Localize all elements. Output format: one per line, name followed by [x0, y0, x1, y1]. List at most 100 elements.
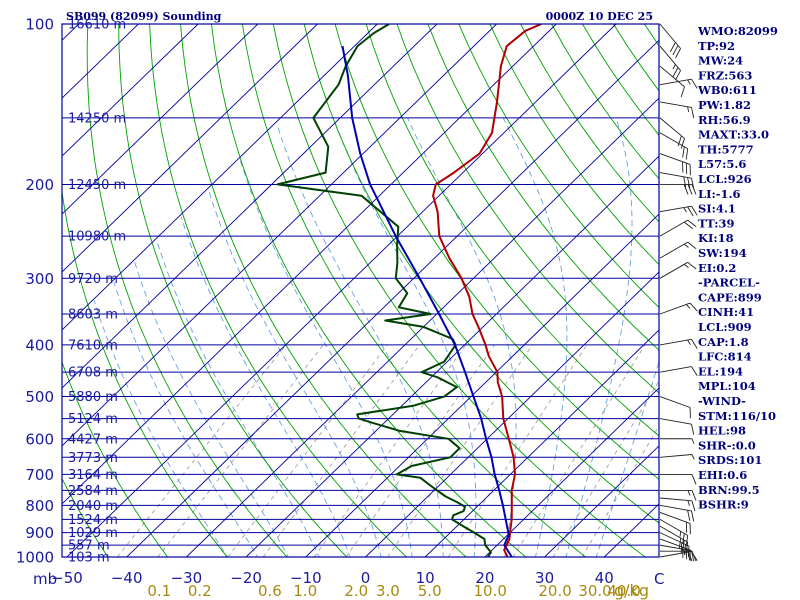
mixing-ratio-tick-label: 2.0: [344, 582, 368, 600]
isotherm-line: [62, 24, 259, 215]
temperature-profile-line: [432, 24, 542, 557]
isotherm-line: [186, 97, 659, 557]
index-value: BRN:99.5: [698, 483, 760, 497]
pressure-tick-label: 900: [25, 524, 54, 542]
pressure-tick-label: 500: [25, 388, 54, 406]
height-label: 103 m: [68, 551, 110, 566]
index-value: STM:116/10: [698, 409, 776, 423]
temperature-tick-label: 10: [416, 569, 435, 587]
mixing-ratio-tick-label: 30.0: [578, 582, 611, 600]
wind-barb: [659, 532, 690, 557]
wind-barb: [660, 489, 697, 501]
pressure-tick-label: 300: [25, 270, 54, 288]
height-label: 8603 m: [68, 308, 118, 323]
mixing-ratio-axis: 0.1 0.2 0.6 1.0 2.0 3.0 5.0 10.0 20.0 30.040.0: [147, 582, 640, 600]
wind-barb: [659, 497, 696, 512]
wind-barb: [660, 183, 697, 195]
isotherm-line: [484, 387, 659, 557]
index-value: EI:0.2: [698, 261, 736, 275]
temperature-tick-label: −10: [290, 569, 322, 587]
height-label: 2040 m: [68, 499, 118, 514]
wind-barb: [659, 338, 698, 349]
temperature-tick-label: 20: [475, 569, 494, 587]
temperature-tick-label: 40: [595, 569, 614, 587]
dry-adiabat-line: [62, 360, 169, 557]
pressure-tick-label: 700: [25, 466, 54, 484]
dry-adiabat-line: [458, 24, 659, 309]
index-value: MAXT:33.0: [698, 128, 769, 142]
height-label: 5880 m: [68, 390, 118, 405]
pressure-axis: 100 200 300 400 500 600 700 800 900 1000: [16, 16, 54, 567]
wind-barb: [659, 117, 685, 149]
height-label: 1524 m: [68, 513, 118, 528]
height-label: 7610 m: [68, 338, 118, 353]
height-label: 10980 m: [68, 230, 126, 245]
height-label: 5124 m: [68, 412, 118, 427]
temperature-unit-label: C: [654, 570, 664, 588]
wind-barb: [659, 205, 698, 217]
wind-barb: [659, 518, 689, 547]
mixing-ratio-tick-label: 10.0: [473, 582, 506, 600]
temperature-tick-label: −30: [171, 569, 203, 587]
index-value: PW:1.82: [698, 98, 751, 112]
isotherm-line: [544, 445, 659, 557]
wind-barb: [659, 101, 695, 119]
mixing-ratio-tick-label: 0.6: [258, 582, 282, 600]
wind-barb: [659, 153, 691, 176]
mixing-ratio-line: [552, 380, 659, 557]
isotherm-line: [126, 39, 659, 557]
index-value: LCL:926: [698, 172, 752, 186]
temperature-tick-label: −20: [230, 569, 262, 587]
wind-barb: [659, 302, 698, 315]
wind-barb: [659, 65, 685, 98]
index-value: FRZ:563: [698, 68, 752, 82]
index-value: HEL:98: [698, 424, 746, 438]
mixing-ratio-tick-label: 3.0: [376, 582, 400, 600]
isotherm-line: [62, 24, 557, 505]
mixing-ratio-line: [345, 344, 495, 557]
index-value: CAPE:899: [698, 290, 762, 304]
mixing-ratio-line: [313, 344, 467, 557]
isotherm-line: [62, 24, 378, 331]
height-label: 9720 m: [68, 272, 118, 287]
moist-adiabat-line: [134, 262, 289, 557]
temperature-tick-label: −50: [51, 569, 83, 587]
parcel-profile-line: [341, 45, 513, 557]
sounding-traces: [276, 24, 542, 557]
isotherm-line: [424, 329, 659, 557]
mixing-ratio-line: [157, 344, 324, 557]
isotherms: [62, 24, 659, 557]
index-value: LI:-1.6: [698, 187, 741, 201]
moist-adiabat-line: [113, 281, 259, 557]
wind-barb: [659, 219, 697, 237]
index-value: MW:24: [698, 54, 743, 68]
dry-adiabat-line: [365, 24, 659, 437]
index-value: -PARCEL-: [698, 276, 760, 290]
wind-barb: [659, 366, 698, 376]
index-value: RH:56.9: [698, 113, 751, 127]
mixing-ratio-line: [447, 344, 588, 557]
index-value: KI:18: [698, 231, 734, 245]
height-label: 16610 m: [68, 18, 126, 33]
index-value: SI:4.1: [698, 202, 736, 216]
wind-barb: [659, 132, 689, 160]
index-value: TH:5777: [698, 142, 754, 156]
index-value: L57:5.6: [698, 157, 746, 171]
pressure-tick-label: 400: [25, 336, 54, 354]
pressure-unit-label: mb: [33, 570, 57, 588]
dry-adiabat-line: [62, 477, 109, 557]
mixing-ratio-line: [387, 344, 533, 557]
height-label: 1029 m: [68, 526, 118, 541]
temperature-tick-label: 30: [535, 569, 554, 587]
dry-adiabat-line: [489, 24, 659, 266]
dry-adiabat-line: [241, 24, 587, 557]
wind-barb: [659, 261, 697, 279]
mixing-ratio-unit: g/kg: [614, 581, 649, 600]
mixing-ratio-tick-label: 20.0: [538, 582, 571, 600]
height-label: 6708 m: [68, 366, 118, 381]
mixing-ratio-line: [581, 425, 659, 557]
mixing-ratio-tick-label: 1.0: [293, 582, 317, 600]
height-label: 2584 m: [68, 484, 118, 499]
index-value: TP:92: [698, 39, 735, 53]
